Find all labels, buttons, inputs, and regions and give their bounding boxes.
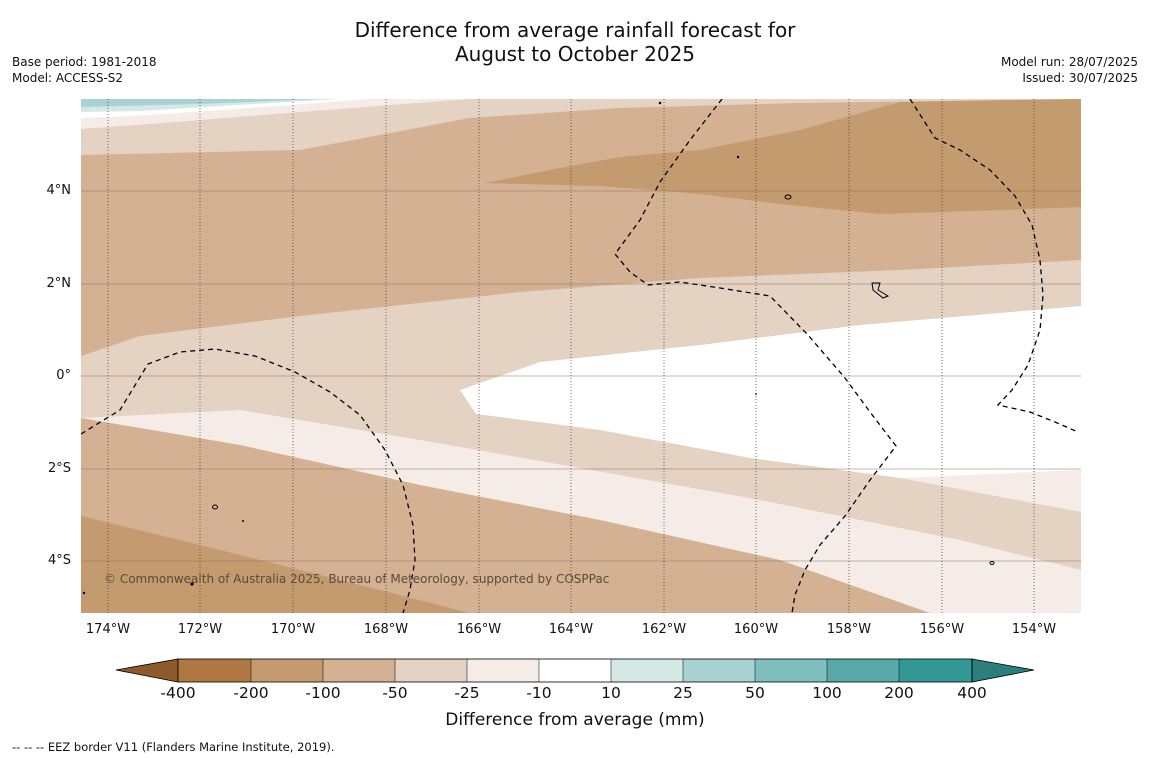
colorbar-seg-7 — [611, 659, 683, 682]
colorbar-label: -400 — [160, 684, 196, 702]
eez-footnote: -- -- -- EEZ border V11 (Flanders Marine… — [12, 740, 335, 754]
lon-tick: 158°W — [826, 622, 872, 637]
issued-date: Issued: 30/07/2025 — [1022, 71, 1138, 85]
model-run: Model run: 28/07/2025 — [1000, 55, 1138, 69]
colorbar-label: -100 — [305, 684, 341, 702]
colorbar-label: -10 — [526, 684, 552, 702]
lon-tick: 166°W — [456, 622, 502, 637]
lat-gridlines — [81, 190, 1081, 562]
colorbar-seg-4 — [395, 659, 467, 682]
colorbar-seg-11 — [899, 659, 972, 682]
colorbar-label: -25 — [454, 684, 480, 702]
colorbar — [115, 658, 1035, 683]
map-title: Difference from average rainfall forecas… — [0, 18, 1150, 66]
title-line-1: Difference from average rainfall forecas… — [354, 18, 796, 42]
colorbar-seg-1 — [178, 659, 251, 682]
lat-tick: 2°N — [46, 276, 72, 291]
colorbar-seg-6 — [539, 659, 611, 682]
colorbar-label: 400 — [957, 684, 987, 702]
colorbar-title: Difference from average (mm) — [445, 710, 705, 730]
lat-tick: 0° — [56, 368, 71, 383]
lat-tick: 2°S — [47, 461, 71, 476]
island-dots — [82, 101, 757, 595]
band-minus-200-100-north — [485, 99, 1081, 214]
lon-tick: 172°W — [177, 622, 223, 637]
band-minus-200-100-south — [81, 516, 470, 613]
colorbar-seg-2 — [251, 659, 323, 682]
islands — [212, 194, 995, 565]
lon-tick: 170°W — [270, 622, 316, 637]
copyright-notice: © Commonwealth of Australia 2025, Bureau… — [104, 572, 610, 586]
lat-tick: 4°N — [46, 183, 72, 198]
colorbar-label: 50 — [745, 684, 765, 702]
colorbar-label: 100 — [812, 684, 842, 702]
colorbar-label: -50 — [382, 684, 408, 702]
lon-tick: 154°W — [1011, 622, 1057, 637]
lon-tick: 160°W — [733, 622, 779, 637]
colorbar-seg-10 — [827, 659, 899, 682]
model-name: Model: ACCESS-S2 — [12, 71, 124, 85]
lat-tick: 4°S — [47, 553, 71, 568]
band-25-50-nw — [81, 99, 320, 107]
colorbar-seg-3 — [323, 659, 395, 682]
meta-left: Base period: 1981-2018 Model: ACCESS-S2 — [12, 54, 157, 86]
colorbar-seg-9 — [755, 659, 827, 682]
base-period: Base period: 1981-2018 — [12, 55, 157, 69]
meta-right: Model run: 28/07/2025 Issued: 30/07/2025 — [1001, 54, 1138, 86]
colorbar-label: -200 — [233, 684, 269, 702]
colorbar-low-extend — [115, 658, 179, 683]
colorbar-label: 25 — [673, 684, 693, 702]
lon-tick: 168°W — [363, 622, 409, 637]
colorbar-seg-5 — [467, 659, 539, 682]
title-line-2: August to October 2025 — [454, 42, 696, 66]
band-minus-10-10 — [460, 306, 1081, 478]
eez-borders — [81, 99, 1079, 613]
lon-tick: 162°W — [641, 622, 687, 637]
rainfall-map — [81, 99, 1081, 613]
lon-tick: 174°W — [85, 622, 131, 637]
lon-tick: 164°W — [548, 622, 594, 637]
colorbar-high-extend — [971, 658, 1035, 683]
colorbar-label: 10 — [601, 684, 621, 702]
lon-tick: 156°W — [919, 622, 965, 637]
colorbar-seg-8 — [683, 659, 755, 682]
colorbar-label: 200 — [884, 684, 914, 702]
